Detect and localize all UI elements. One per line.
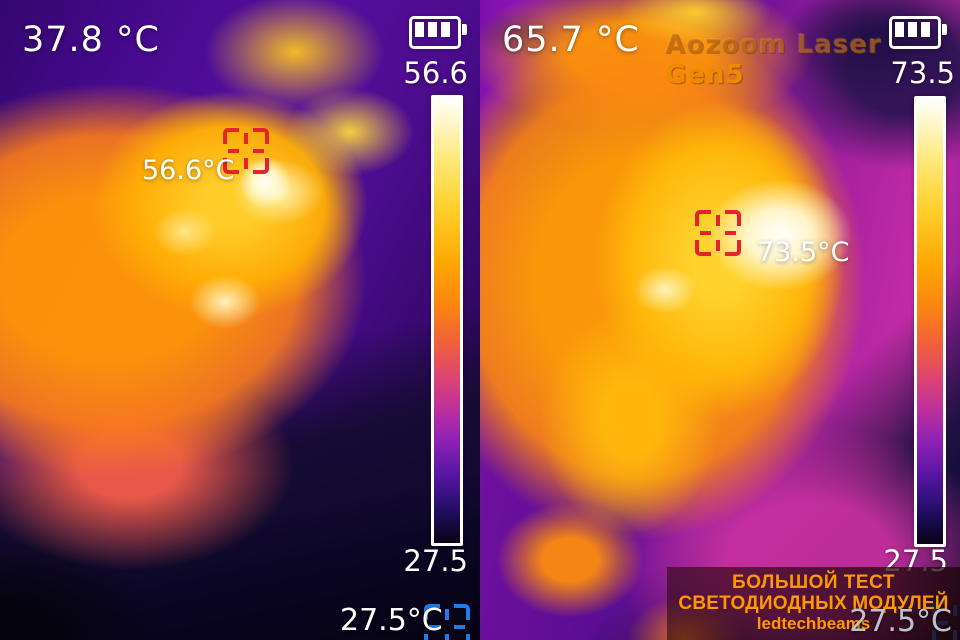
hot-spot-crosshair-icon (223, 128, 269, 174)
cold-spot-temperature-label: 27.5°C (340, 603, 443, 638)
watermark-text: Aozoom Laser Gen5 (665, 30, 960, 90)
scale-min-label: 27.5 (403, 544, 468, 578)
cold-spot-temperature-label: 27.5°C (849, 604, 952, 639)
thermal-image-left (0, 0, 480, 640)
scale-max-label: 56.6 (403, 56, 468, 90)
thermal-panel-left: 37.8 °C 56.6 27.5 56.6°C 27.5°C (0, 0, 480, 640)
cold-spot-crosshair-icon (424, 604, 470, 640)
banner-title-line2: СВЕТОДИОДНЫХ МОДУЛЕЙ (678, 593, 949, 614)
banner-channel-name: ledtechbeams (756, 614, 871, 633)
battery-icon (889, 16, 947, 49)
channel-banner: БОЛЬШОЙ ТЕСТ СВЕТОДИОДНЫХ МОДУЛЕЙ ledtec… (667, 567, 960, 640)
watermark-gen: Gen5 (665, 60, 745, 90)
temperature-scale-bar (914, 96, 946, 547)
center-temperature-readout: 37.8 °C (22, 20, 160, 60)
thermal-panel-right: 65.7 °C Aozoom Laser Gen5 73.5 27.5 73.5… (480, 0, 960, 640)
watermark-brand: Aozoom Laser (665, 30, 883, 60)
thermal-image-right (480, 0, 960, 640)
hot-spot-crosshair-icon (695, 210, 741, 256)
center-temperature-readout: 65.7 °C (502, 20, 640, 60)
hot-spot-temperature-label: 73.5°C (757, 237, 850, 268)
temperature-scale-bar (431, 95, 463, 546)
hot-spot-temperature-label: 56.6°C (142, 155, 235, 186)
battery-icon (409, 16, 467, 49)
banner-title-line1: БОЛЬШОЙ ТЕСТ (732, 572, 895, 593)
scale-max-label: 73.5 (890, 56, 955, 90)
